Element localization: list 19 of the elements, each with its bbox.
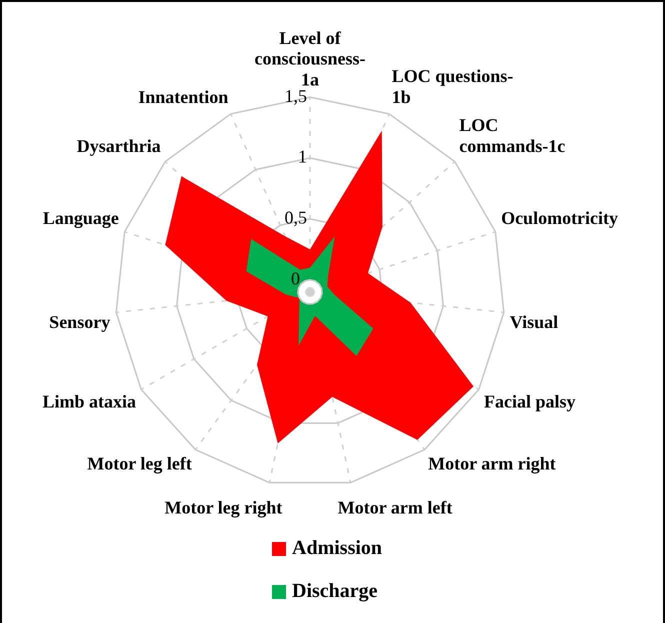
spoke-label: LOC commands-1c (459, 115, 566, 156)
spoke-label: Visual (510, 312, 558, 332)
legend-label: Discharge (292, 580, 378, 603)
spoke-label: Dysarthria (76, 136, 161, 156)
spoke-label: Limb ataxia (42, 391, 136, 412)
y-tick-label: 1 (298, 146, 307, 167)
legend-label: Admission (292, 537, 382, 560)
spoke-label: Oculomotricity (501, 208, 618, 228)
spoke-label: LOC questions- 1b (392, 66, 514, 107)
spoke-label: Innatention (138, 86, 228, 107)
spoke-label: Motor arm right (428, 454, 556, 474)
spoke-label: Facial palsy (484, 391, 576, 412)
spoke-label: Motor leg left (87, 454, 192, 474)
spoke-label: Motor arm left (338, 498, 452, 518)
spoke-label: Motor leg right (164, 498, 282, 518)
spoke-label: Sensory (49, 312, 110, 332)
y-tick-label: 0,5 (284, 208, 307, 228)
y-tick-label: 0 (291, 268, 300, 289)
spoke-label: Language (42, 208, 119, 228)
